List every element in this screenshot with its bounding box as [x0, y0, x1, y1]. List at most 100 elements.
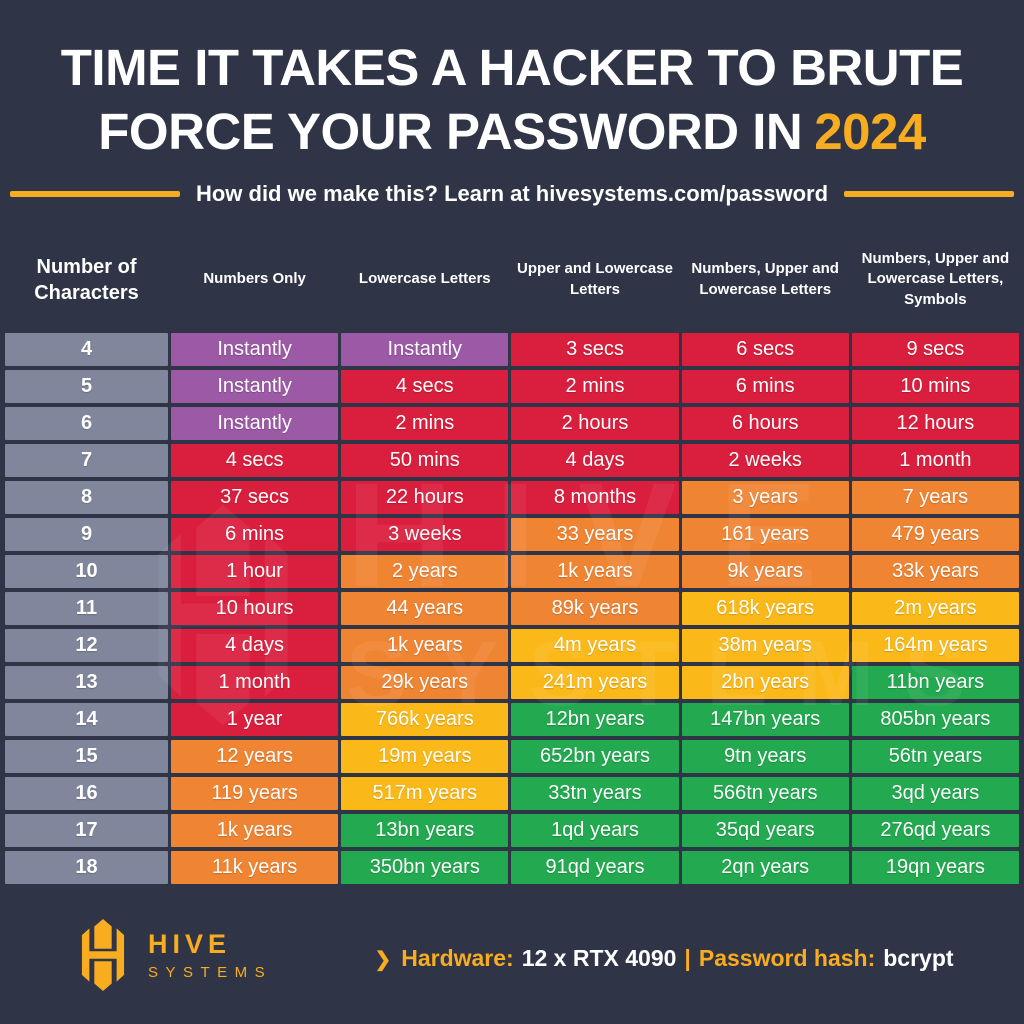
char-count-cell: 7 — [5, 443, 168, 477]
time-cell: 2bn years — [681, 665, 849, 699]
char-count-cell: 12 — [5, 628, 168, 662]
password-table: Number of Characters Numbers Only Lowercas… — [5, 231, 1019, 884]
time-cell: 2 mins — [511, 369, 679, 403]
time-cell: 4 days — [171, 628, 339, 662]
time-cell: 7 years — [851, 480, 1019, 514]
char-count-cell: 15 — [5, 739, 168, 773]
hive-logo-icon — [81, 919, 125, 991]
column-header: Numbers, Upper and Lowercase Letters, Sy… — [861, 250, 1010, 308]
time-cell: 56tn years — [851, 739, 1019, 773]
brand-text: HIVE SYSTEMS — [148, 928, 273, 981]
time-cell: 11bn years — [851, 665, 1019, 699]
char-count-cell: 11 — [5, 591, 168, 625]
page-title: TIME IT TAKES A HACKER TO BRUTE FORCE YO… — [0, 0, 1024, 165]
time-cell: 37 secs — [171, 480, 339, 514]
time-cell: 1k years — [341, 628, 509, 662]
time-cell: 11k years — [171, 850, 339, 884]
time-cell: 9tn years — [681, 739, 849, 773]
time-cell: 3 years — [681, 480, 849, 514]
time-cell: 1 month — [851, 443, 1019, 477]
time-cell: 8 months — [511, 480, 679, 514]
hardware-info: ❯ Hardware: 12 x RTX 4090 | Password hash: bc… — [374, 945, 961, 972]
subtitle-right-rule — [844, 190, 1014, 197]
char-count-cell: 17 — [5, 813, 168, 847]
time-cell: 2 weeks — [681, 443, 849, 477]
time-cell: 241m years — [511, 665, 679, 699]
time-cell: 10 hours — [171, 591, 339, 625]
brand-name: HIVE — [148, 928, 232, 959]
subtitle-text: How did we make this? Learn at hivesyste… — [195, 180, 829, 206]
time-cell: 22 hours — [341, 480, 509, 514]
time-cell: 13bn years — [341, 813, 509, 847]
time-cell: 161 years — [681, 517, 849, 551]
time-cell: 12 years — [171, 739, 339, 773]
time-cell: 805bn years — [851, 702, 1019, 736]
hardware-label: Hardware: — [401, 945, 514, 971]
char-count-cell: 18 — [5, 850, 168, 884]
subtitle-left-rule — [10, 190, 180, 197]
char-count-cell: 16 — [5, 776, 168, 810]
time-cell: 10 mins — [851, 369, 1019, 403]
time-cell: 517m years — [341, 776, 509, 810]
char-count-cell: 4 — [5, 332, 168, 366]
time-cell: Instantly — [171, 369, 339, 403]
brand-subname: SYSTEMS — [148, 963, 273, 981]
time-cell: 2m years — [851, 591, 1019, 625]
time-cell: 350bn years — [341, 850, 509, 884]
time-cell: 1 hour — [171, 554, 339, 588]
time-cell: 652bn years — [511, 739, 679, 773]
time-cell: 147bn years — [681, 702, 849, 736]
time-cell: 50 mins — [341, 443, 509, 477]
time-cell: Instantly — [171, 406, 339, 440]
time-cell: 6 mins — [681, 369, 849, 403]
time-cell: 1 month — [171, 665, 339, 699]
time-cell: 2qn years — [681, 850, 849, 884]
time-cell: 2 years — [341, 554, 509, 588]
time-cell: 2 mins — [341, 406, 509, 440]
column-header: Upper and Lowercase Letters — [517, 260, 673, 298]
time-cell: 6 hours — [681, 406, 849, 440]
column-header: Lowercase Letters — [358, 270, 491, 288]
column-header: Number of Characters — [34, 255, 139, 304]
column-header: Numbers Only — [203, 270, 306, 288]
time-cell: 19qn years — [851, 850, 1019, 884]
time-cell: 1k years — [511, 554, 679, 588]
time-cell: 12 hours — [851, 406, 1019, 440]
time-cell: 566tn years — [681, 776, 849, 810]
time-cell: 276qd years — [851, 813, 1019, 847]
separator: | — [684, 945, 691, 971]
time-cell: 6 mins — [171, 517, 339, 551]
time-cell: 3 weeks — [341, 517, 509, 551]
char-count-cell: 8 — [5, 480, 168, 514]
time-cell: 6 secs — [681, 332, 849, 366]
column-header: Numbers, Upper and Lowercase Letters — [691, 260, 839, 298]
time-cell: 33k years — [851, 554, 1019, 588]
time-cell: 2 hours — [511, 406, 679, 440]
time-cell: 12bn years — [511, 702, 679, 736]
time-cell: 9k years — [681, 554, 849, 588]
time-cell: Instantly — [171, 332, 339, 366]
time-cell: 44 years — [341, 591, 509, 625]
time-cell: 1k years — [171, 813, 339, 847]
brand-lockup: HIVE SYSTEMS — [72, 917, 272, 993]
time-cell: 766k years — [341, 702, 509, 736]
time-cell: 19m years — [341, 739, 509, 773]
char-count-cell: 10 — [5, 554, 168, 588]
time-cell: 9 secs — [851, 332, 1019, 366]
time-cell: 119 years — [171, 776, 339, 810]
char-count-cell: 6 — [5, 406, 168, 440]
time-cell: 4 secs — [171, 443, 339, 477]
time-cell: 33tn years — [511, 776, 679, 810]
time-cell: 618k years — [681, 591, 849, 625]
char-count-cell: 13 — [5, 665, 168, 699]
time-cell: 4 secs — [341, 369, 509, 403]
title-line2: FORCE YOUR PASSWORD IN — [98, 103, 803, 161]
time-cell: 33 years — [511, 517, 679, 551]
time-cell: 479 years — [851, 517, 1019, 551]
hardware-value: 12 x RTX 4090 — [521, 945, 677, 971]
time-cell: 3qd years — [851, 776, 1019, 810]
footer: HIVE SYSTEMS ❯ Hardware: 12 x RTX 4090 | Pas… — [0, 905, 1024, 1024]
time-cell: 35qd years — [681, 813, 849, 847]
title-line1: TIME IT TAKES A HACKER TO BRUTE — [60, 39, 964, 96]
time-cell: Instantly — [341, 332, 509, 366]
